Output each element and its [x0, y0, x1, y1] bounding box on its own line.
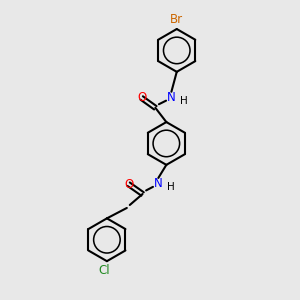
- Text: H: H: [167, 182, 175, 192]
- Text: N: N: [154, 177, 163, 190]
- Text: Br: Br: [170, 13, 183, 26]
- Text: Cl: Cl: [99, 264, 110, 277]
- Text: O: O: [137, 92, 146, 104]
- Text: H: H: [180, 96, 188, 106]
- Text: N: N: [167, 91, 176, 103]
- Text: O: O: [124, 178, 133, 191]
